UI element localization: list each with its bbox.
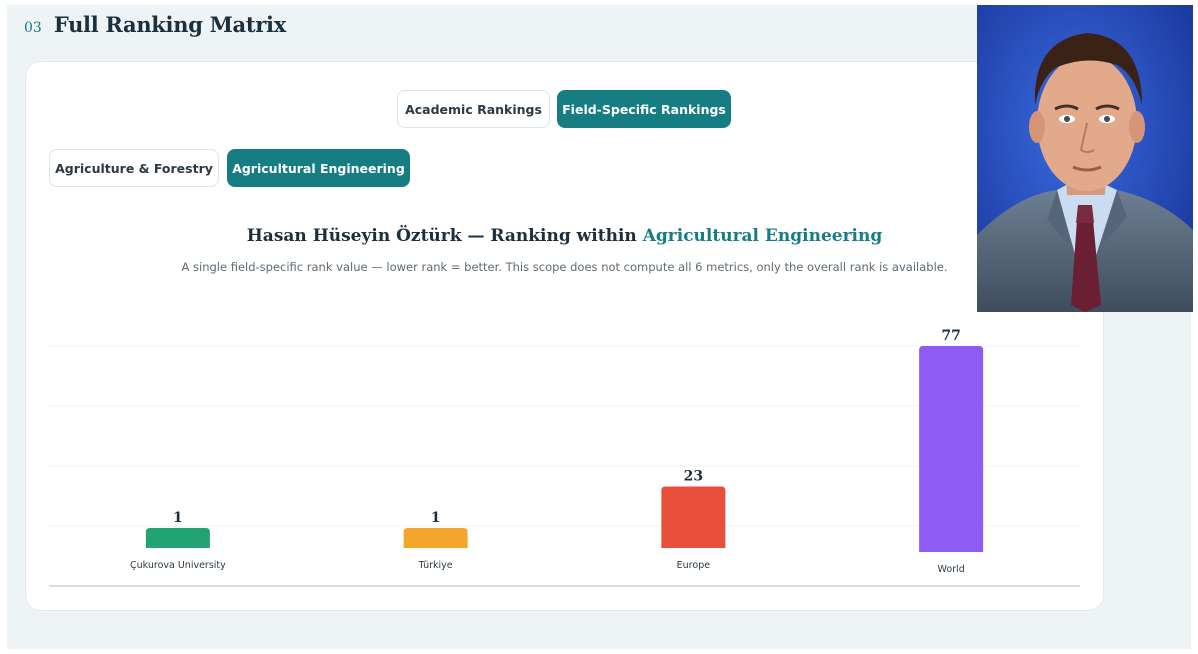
bar-t-rkiye <box>403 528 468 548</box>
bar--ukurova-university <box>145 528 210 548</box>
chart-subtitle: A single field-specific rank value — low… <box>181 260 948 274</box>
section-number: 03 <box>24 20 42 36</box>
bar-europe <box>661 486 726 548</box>
ranking-card: Academic Rankings Field-Specific Ranking… <box>25 61 1104 611</box>
category-label: Türkiye <box>418 560 453 571</box>
tab-agriculture-forestry[interactable]: Agriculture & Forestry <box>49 149 219 187</box>
bar-value-label: 23 <box>684 468 703 484</box>
person-photo <box>977 5 1193 312</box>
chart-title: Hasan Hüseyin Öztürk — Ranking within Ag… <box>26 226 1103 246</box>
bar-value-label: 1 <box>431 510 441 526</box>
ranking-bar-chart: 1 Çukurova University 1 Türkiye 23 Europe 77 Wo… <box>49 328 1080 587</box>
section-header: 03 Full Ranking Matrix <box>24 12 286 37</box>
chart-title-field: Agricultural Engineering <box>642 226 883 246</box>
chart-title-prefix: Hasan Hüseyin Öztürk — Ranking within <box>246 226 643 246</box>
tab-academic-rankings[interactable]: Academic Rankings <box>397 90 550 128</box>
category-label: World <box>938 564 965 575</box>
category-label: Çukurova University <box>130 560 226 571</box>
bar-world <box>919 346 984 552</box>
bar-value-label: 77 <box>941 328 960 344</box>
tab-field-specific-rankings[interactable]: Field-Specific Rankings <box>557 90 731 128</box>
bar-value-label: 1 <box>173 510 183 526</box>
tab-agricultural-engineering[interactable]: Agricultural Engineering <box>227 149 410 187</box>
section-title: Full Ranking Matrix <box>53 12 286 37</box>
category-label: Europe <box>677 560 711 571</box>
